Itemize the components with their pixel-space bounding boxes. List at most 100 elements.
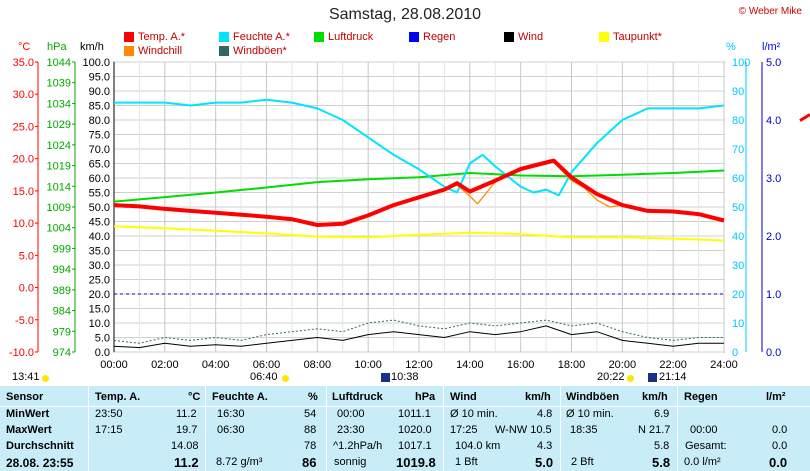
pressure-tick-label: 1044 <box>47 57 71 69</box>
wind-tick-label: 85.0 <box>89 101 110 113</box>
min-wind-value: 4.8 <box>537 408 553 420</box>
legend-humidity-swatch <box>219 32 229 42</box>
header-pressure-unit: hPa <box>415 391 436 403</box>
pressure-tick-label: 1039 <box>47 78 71 90</box>
max-wind-value: W-NW 10.5 <box>495 424 552 436</box>
series-taupunkt <box>113 225 725 242</box>
avg-temp-value: 14.08 <box>171 440 199 452</box>
max-hum-value: 88 <box>304 424 317 436</box>
pressure-tick-label: 989 <box>53 285 71 297</box>
max-temp-value: 19.7 <box>176 424 198 436</box>
wind-tick-label: 80.0 <box>89 115 110 127</box>
current-temp: 11.2 <box>174 455 199 470</box>
statistics-panel: Sensor Temp. A. °C Feuchte A. % Luftdruc… <box>0 386 810 471</box>
current-gust-bft: 2 Bft <box>571 456 594 468</box>
sunrise-icon <box>282 375 289 382</box>
max-temp-time: 17:15 <box>95 424 123 436</box>
avg-rain-label: Gesamt: <box>685 440 727 452</box>
wind-tick-label: 15.0 <box>89 304 110 316</box>
sun-mark-left: 13:41 <box>12 371 40 383</box>
temp-tick-label: 5.0 <box>19 250 34 262</box>
pressure-tick-label: 1024 <box>47 140 71 152</box>
moon-icon-2 <box>648 373 657 382</box>
rain-axis-unit: l/m² <box>762 41 781 53</box>
humidity-tick-label: 70 <box>732 144 744 156</box>
wind-tick-label: 35.0 <box>89 246 110 258</box>
rain-tick-label: 2.0 <box>766 231 781 243</box>
pressure-tick-label: 1034 <box>47 98 71 110</box>
header-gust-unit: km/h <box>642 391 668 403</box>
max-rain-value: 0.0 <box>772 424 788 436</box>
legend-rain-swatch <box>409 32 419 42</box>
temp-tick-label: 25.0 <box>13 121 34 133</box>
wind-tick-label: 20.0 <box>89 289 110 301</box>
current-datetime: 28.08. 23:55 <box>6 456 74 470</box>
wind-tick-label: 65.0 <box>89 159 110 171</box>
temp-axis-unit: °C <box>18 41 31 53</box>
min-gust-label: Ø 10 min. <box>566 408 614 420</box>
legend-windchill: Windchill <box>124 45 182 57</box>
moon-icon-1 <box>381 373 390 382</box>
time-tick-label: 16:00 <box>507 359 535 371</box>
legend-dewpoint-label: Taupunkt* <box>613 31 662 43</box>
humidity-tick-label: 90 <box>732 86 744 98</box>
header-temp: Temp. A. <box>95 391 141 403</box>
header-temp-unit: °C <box>188 391 201 403</box>
rain-tick-label: 3.0 <box>766 173 781 185</box>
current-rain: 0.0 <box>769 455 788 470</box>
min-hum-time: 16:30 <box>217 408 245 420</box>
wind-tick-label: 25.0 <box>89 275 110 287</box>
legend-gusts-swatch <box>219 46 229 56</box>
current-forecast: sonnig <box>334 456 367 468</box>
humidity-tick-label: 50 <box>732 202 744 214</box>
max-hum-time: 06:30 <box>217 424 245 436</box>
time-tick-label: 04:00 <box>202 359 230 371</box>
pressure-tick-label: 994 <box>53 264 71 276</box>
max-pres-time: 23:30 <box>337 424 365 436</box>
current-wind-bft: 1 Bft <box>455 456 478 468</box>
legend-temp-label: Temp. A.* <box>138 31 186 43</box>
pressure-axis-unit: hPa <box>47 41 67 53</box>
pressure-tick-label: 1019 <box>47 161 71 173</box>
max-rain-time: 00:00 <box>690 424 718 436</box>
time-tick-label: 00:00 <box>100 359 128 371</box>
pressure-tick-label: 974 <box>53 347 71 359</box>
temp-tick-label: 10.0 <box>13 218 34 230</box>
legend-temp-swatch <box>124 32 134 42</box>
wind-tick-label: 0.0 <box>95 347 110 359</box>
header-sensor: Sensor <box>6 391 44 403</box>
wind-tick-label: 100.0 <box>82 57 110 69</box>
wind-tick-label: 30.0 <box>89 260 110 272</box>
legend-rain-label: Regen <box>423 31 456 43</box>
copyright-label: © Weber Mike <box>738 6 802 17</box>
legend-humidity: Feuchte A.* <box>219 31 290 43</box>
temp-tick-label: 35.0 <box>13 57 34 69</box>
edge-fragment <box>799 113 810 122</box>
legend-wind-swatch <box>504 32 514 42</box>
rain-tick-label: 0.0 <box>766 347 781 359</box>
rain-tick-label: 5.0 <box>766 57 781 69</box>
temp-tick-label: 20.0 <box>13 154 34 166</box>
time-tick-label: 10:00 <box>354 359 382 371</box>
max-label: MaxWert <box>6 424 52 436</box>
avg-pres-trend: ^1.2hPa/h <box>333 440 383 452</box>
humidity-tick-label: 100 <box>732 57 750 69</box>
series-luftdruck <box>113 169 725 203</box>
humidity-tick-label: 20 <box>732 289 744 301</box>
wind-axis-unit: km/h <box>80 41 104 53</box>
temp-tick-label: 0.0 <box>19 283 34 295</box>
max-wind-time: 17:25 <box>450 424 478 436</box>
avg-label: Durchschnitt <box>6 440 74 452</box>
legend-gusts: Windböen* <box>219 45 287 57</box>
legend-pressure-swatch <box>314 32 324 42</box>
temp-tick-label: -10.0 <box>9 347 34 359</box>
wind-tick-label: 95.0 <box>89 72 110 84</box>
series-wind <box>113 325 724 349</box>
legend-windchill-swatch <box>124 46 134 56</box>
time-tick-label: 20:00 <box>609 359 637 371</box>
legend-temp: Temp. A.* <box>124 31 185 43</box>
rain-tick-label: 4.0 <box>766 115 781 127</box>
series-windben <box>113 319 724 344</box>
legend-rain: Regen <box>409 31 455 43</box>
min-pres-value: 1011.1 <box>398 408 431 420</box>
